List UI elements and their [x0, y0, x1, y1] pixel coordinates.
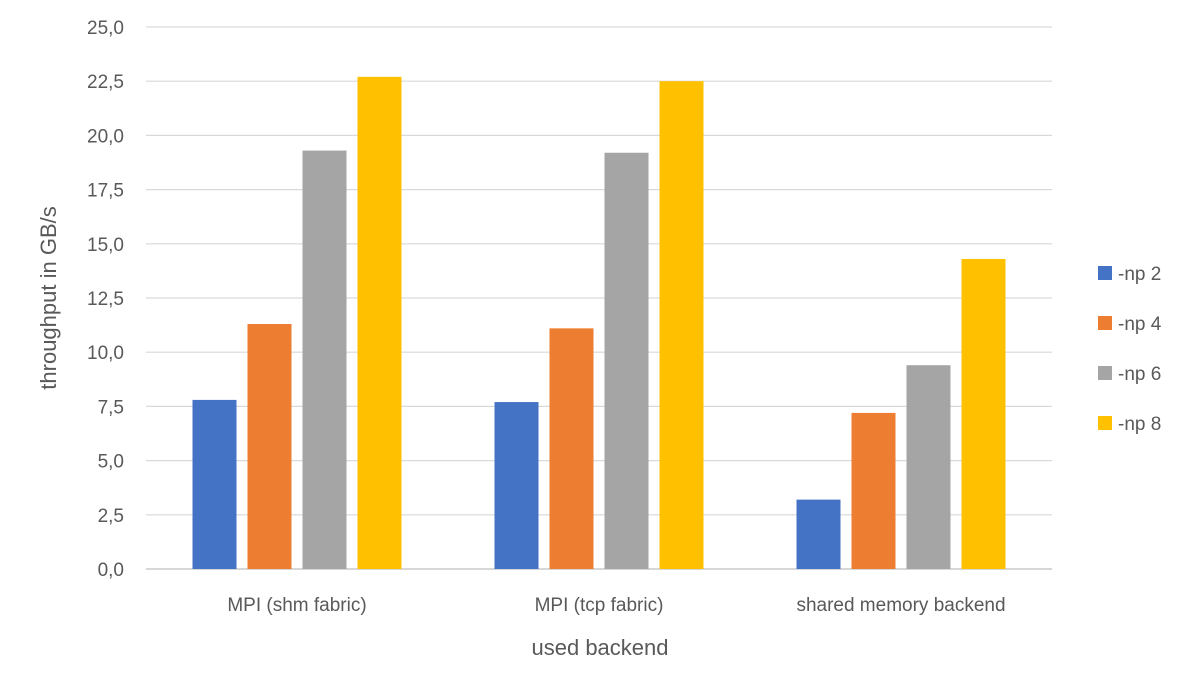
bar [192, 399, 237, 569]
y-tick-label: 20,0 [87, 126, 124, 147]
bar [906, 365, 951, 569]
legend-label: -np 8 [1118, 414, 1161, 435]
legend-label: -np 6 [1118, 364, 1161, 385]
y-axis-ticks: 0,0 2,5 5,0 7,5 10,0 12,5 15,0 17,5 20,0 22,5 25,0 [87, 18, 124, 581]
legend-swatch [1098, 316, 1112, 330]
bar [247, 324, 292, 569]
y-axis-title: throughput in GB/s [36, 206, 61, 389]
y-tick-label: 10,0 [87, 343, 124, 364]
legend-label: -np 4 [1118, 314, 1162, 335]
x-tick-label: shared memory backend [796, 595, 1005, 616]
bars [192, 76, 1006, 570]
y-tick-label: 22,5 [87, 72, 124, 93]
y-tick-label: 25,0 [87, 18, 124, 39]
y-tick-label: 7,5 [98, 397, 124, 418]
legend: -np 2 -np 4 -np 6 -np 8 [1098, 264, 1162, 435]
bar [549, 328, 594, 569]
bar [851, 412, 896, 569]
x-axis-title: used backend [532, 635, 669, 660]
y-tick-label: 2,5 [98, 506, 124, 527]
gridlines [146, 26, 1052, 570]
y-tick-label: 17,5 [87, 181, 124, 202]
bar [659, 81, 704, 569]
legend-swatch [1098, 416, 1112, 430]
legend-swatch [1098, 366, 1112, 380]
y-tick-label: 0,0 [98, 560, 124, 581]
bar [796, 499, 841, 569]
bar [961, 258, 1006, 569]
y-tick-label: 12,5 [87, 289, 124, 310]
bar [604, 152, 649, 569]
bar [357, 76, 402, 569]
y-tick-label: 5,0 [98, 452, 124, 473]
x-tick-label: MPI (shm fabric) [227, 595, 366, 616]
x-axis-ticks: MPI (shm fabric) MPI (tcp fabric) shared m… [227, 595, 1005, 616]
bar [302, 150, 347, 570]
legend-swatch [1098, 266, 1112, 280]
x-tick-label: MPI (tcp fabric) [535, 595, 664, 616]
y-tick-label: 15,0 [87, 235, 124, 256]
legend-label: -np 2 [1118, 264, 1161, 285]
bar [494, 402, 539, 569]
